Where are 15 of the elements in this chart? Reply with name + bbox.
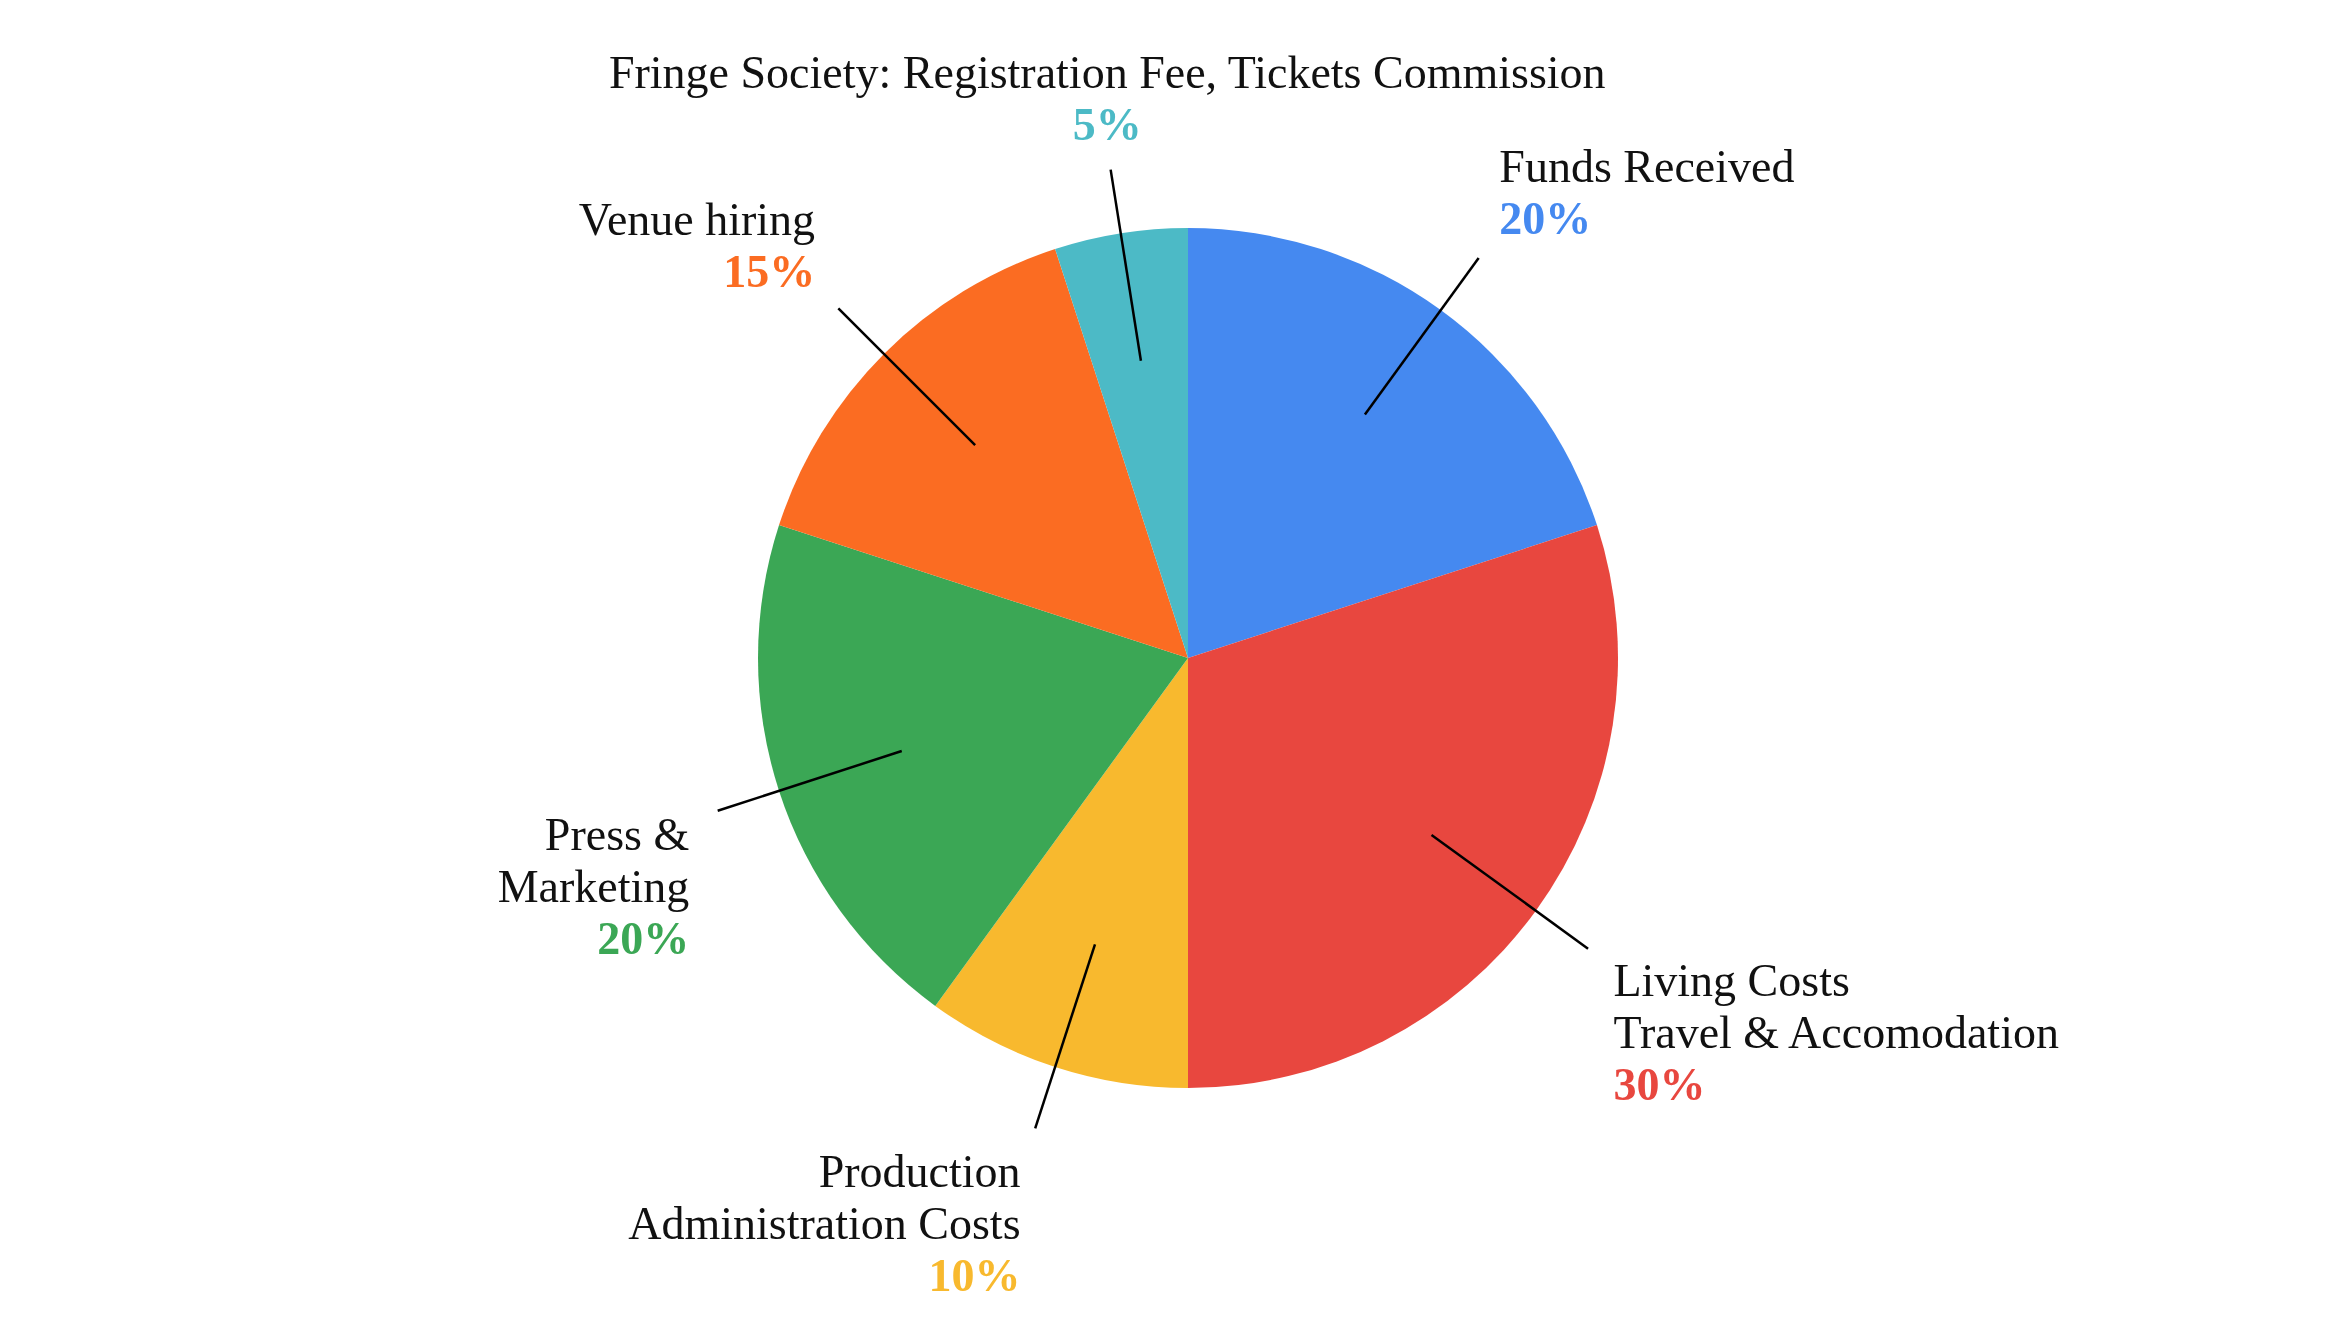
- pie-slice: [935, 658, 1188, 1088]
- pie-slice: [1055, 228, 1188, 658]
- slice-label: Living Costs Travel & Accomodation: [1613, 955, 2059, 1059]
- slice-label: Venue hiring: [578, 194, 816, 246]
- slice-label: Production Administration Costs: [628, 1145, 1021, 1249]
- pie-slice: [758, 525, 1188, 1006]
- data-label: 5%: [1072, 98, 1142, 150]
- data-label: 20%: [597, 913, 690, 965]
- data-label: 20%: [1499, 192, 1592, 244]
- slice-label: Press & Marketing: [497, 809, 690, 913]
- data-label: 10%: [928, 1249, 1021, 1301]
- slice-label: Fringe Society: Registration Fee, Tickets Commission: [608, 46, 1606, 98]
- data-label: 15%: [723, 246, 816, 298]
- slice-label: Funds Received: [1499, 140, 1795, 192]
- data-label: 30%: [1613, 1059, 1706, 1111]
